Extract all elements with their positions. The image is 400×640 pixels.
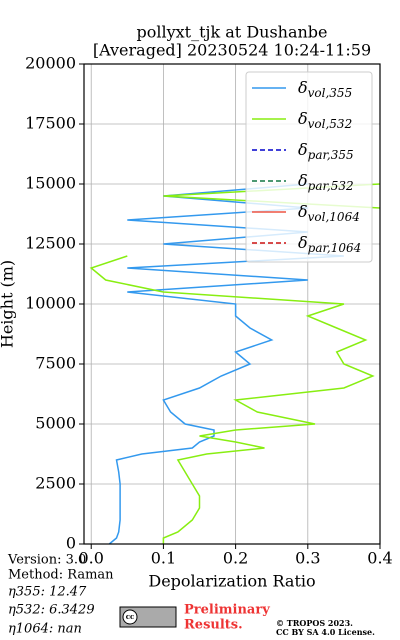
legend-box: [245, 71, 373, 263]
legend-label: δpar,355: [298, 140, 354, 162]
legend-label: δvol,1064: [298, 202, 360, 224]
x-tick-label: 0.3: [295, 549, 320, 568]
plot-area: 0 2500 5000 7500 10000 12500 15000 17500 20000 0.…: [25, 54, 393, 568]
preliminary: Preliminary: [184, 603, 270, 618]
axes-frame: [83, 63, 381, 545]
cc-icon: [122, 609, 138, 625]
legend-label: δvol,355: [298, 78, 352, 100]
y-axis-label: Height (m): [0, 260, 17, 348]
cc-text: cc: [126, 612, 135, 621]
x-tick-label: 0.2: [223, 549, 248, 568]
y-tick-label: 2500: [35, 474, 76, 493]
info-text: η532: 6.3429: [8, 603, 95, 618]
info-text: η1064: nan: [8, 622, 82, 637]
y-tick-label: 15000: [25, 174, 76, 193]
y-tick-label: 10000: [25, 294, 76, 313]
license: CC BY SA 4.0 License.: [276, 627, 375, 637]
legend-label: δpar,1064: [298, 233, 361, 255]
chart-subtitle: [Averaged] 20230524 10:24-11:59: [93, 41, 371, 60]
x-tick-label: 0.4: [367, 549, 392, 568]
legend-label: δpar,532: [298, 171, 354, 193]
info-text: Version: 3.0: [7, 553, 86, 568]
info-text: η355: 12.47: [8, 585, 87, 600]
y-tick-label: 7500: [35, 354, 76, 373]
info-text: Method: Raman: [8, 568, 114, 583]
x-axis-label: Depolarization Ratio: [148, 572, 315, 591]
preliminary: Results.: [184, 618, 243, 633]
legend-label: δvol,532: [298, 109, 352, 131]
y-tick-label: 12500: [25, 234, 76, 253]
chart-title: pollyxt_tjk at Dushanbe: [136, 23, 327, 42]
y-tick-label: 17500: [25, 114, 76, 133]
y-tick-label: 20000: [25, 54, 76, 73]
x-tick-label: 0.0: [78, 549, 103, 568]
copyright: © TROPOS 2023.: [276, 618, 353, 628]
y-tick-label: 5000: [35, 414, 76, 433]
x-tick-label: 0.1: [151, 549, 176, 568]
y-tick-label: 0: [66, 534, 76, 553]
